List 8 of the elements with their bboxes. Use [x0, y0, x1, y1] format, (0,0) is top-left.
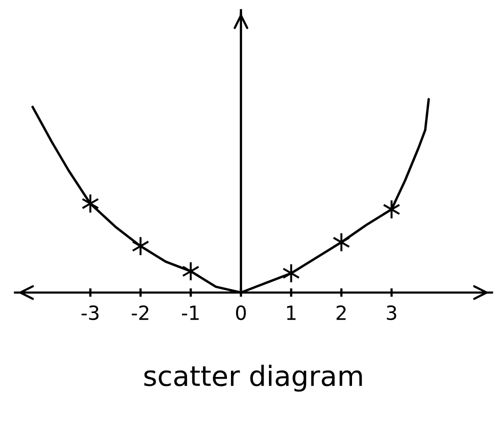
x-tick-label: 1	[287, 306, 296, 320]
x-tick-label: 3	[386, 305, 396, 320]
x-tick-label: 2	[336, 305, 346, 320]
x-tick-label: -3	[82, 305, 98, 320]
x-tick-label: 0	[236, 305, 246, 320]
x-tick-label: -1	[182, 306, 199, 320]
text: scatter diagram	[144, 364, 362, 392]
x-tick-label: -2	[132, 305, 148, 320]
